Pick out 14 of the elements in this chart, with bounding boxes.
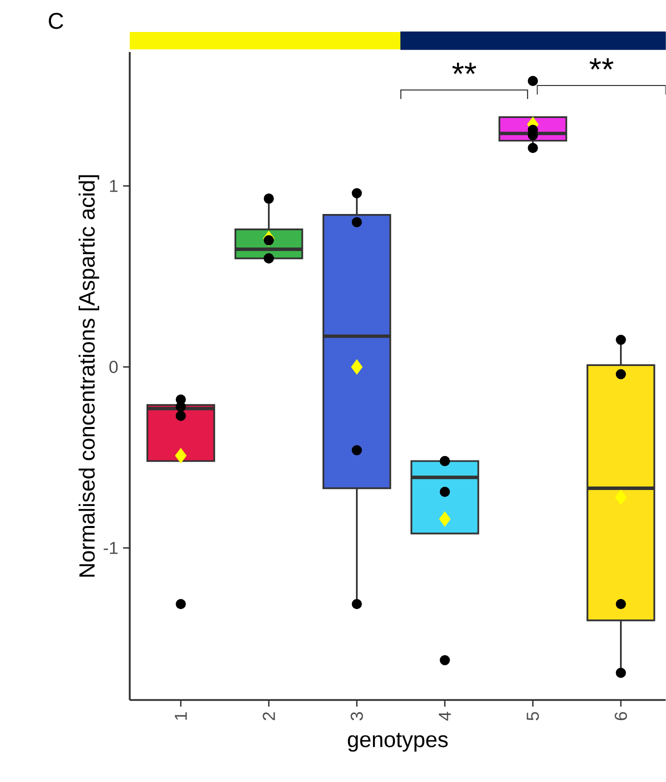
- x-tick-label: 3: [350, 712, 364, 720]
- x-tick-label: 5: [526, 712, 540, 720]
- y-tick-label: 1: [110, 180, 118, 192]
- annotation: **: [590, 58, 614, 70]
- x-tick-label: 6: [614, 712, 628, 720]
- annotation: **: [452, 62, 476, 74]
- y-tick-label: 0: [110, 360, 118, 374]
- x-tick-label: 2: [262, 712, 275, 720]
- x-axis-title: genotypes: [348, 732, 448, 752]
- y-tick-label: -1: [104, 542, 118, 554]
- x-tick-label: 4: [439, 712, 451, 721]
- chart-title: C: [48, 12, 64, 29]
- x-tick-label: 1: [174, 712, 187, 720]
- y-axis-title: Normalised concentrations [Aspartic acid]: [78, 175, 100, 577]
